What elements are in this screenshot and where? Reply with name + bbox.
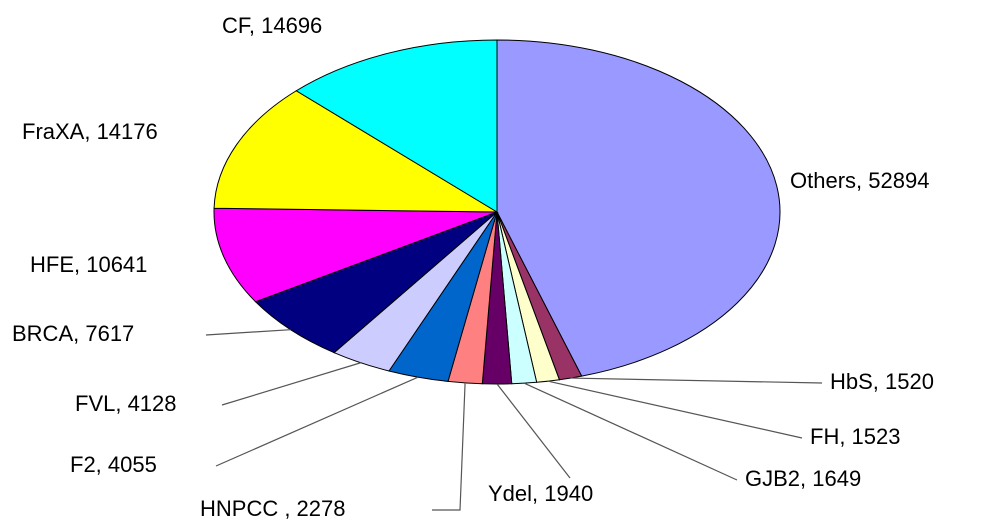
slice-label: FVL, 4128 [75,391,177,416]
leader-line [432,382,466,511]
slice-label: BRCA, 7617 [12,321,134,346]
leader-line [215,376,419,467]
slice-label: HNPCC , 2278 [200,496,346,521]
leader-line [221,362,361,406]
slice-label: HFE, 10641 [30,252,147,277]
leader-line [570,377,823,384]
leader-line [547,380,803,439]
slice-label: FraXA, 14176 [22,119,158,144]
pie-slice [213,207,498,303]
leader-line [523,382,738,481]
leader-line [205,329,291,336]
pie-slice [254,211,498,354]
slice-label: GJB2, 1649 [745,466,861,491]
slice-label: FH, 1523 [810,424,901,449]
slice-label: Others, 52894 [790,168,929,193]
pie-slice [213,90,499,213]
slice-label: HbS, 1520 [830,369,934,394]
pie-slice [295,39,498,213]
slice-label: F2, 4055 [70,452,157,477]
slice-label: CF, 14696 [222,13,322,38]
slice-label: Ydel, 1940 [488,481,593,506]
pie-slice [496,39,781,377]
leader-line [496,383,571,479]
